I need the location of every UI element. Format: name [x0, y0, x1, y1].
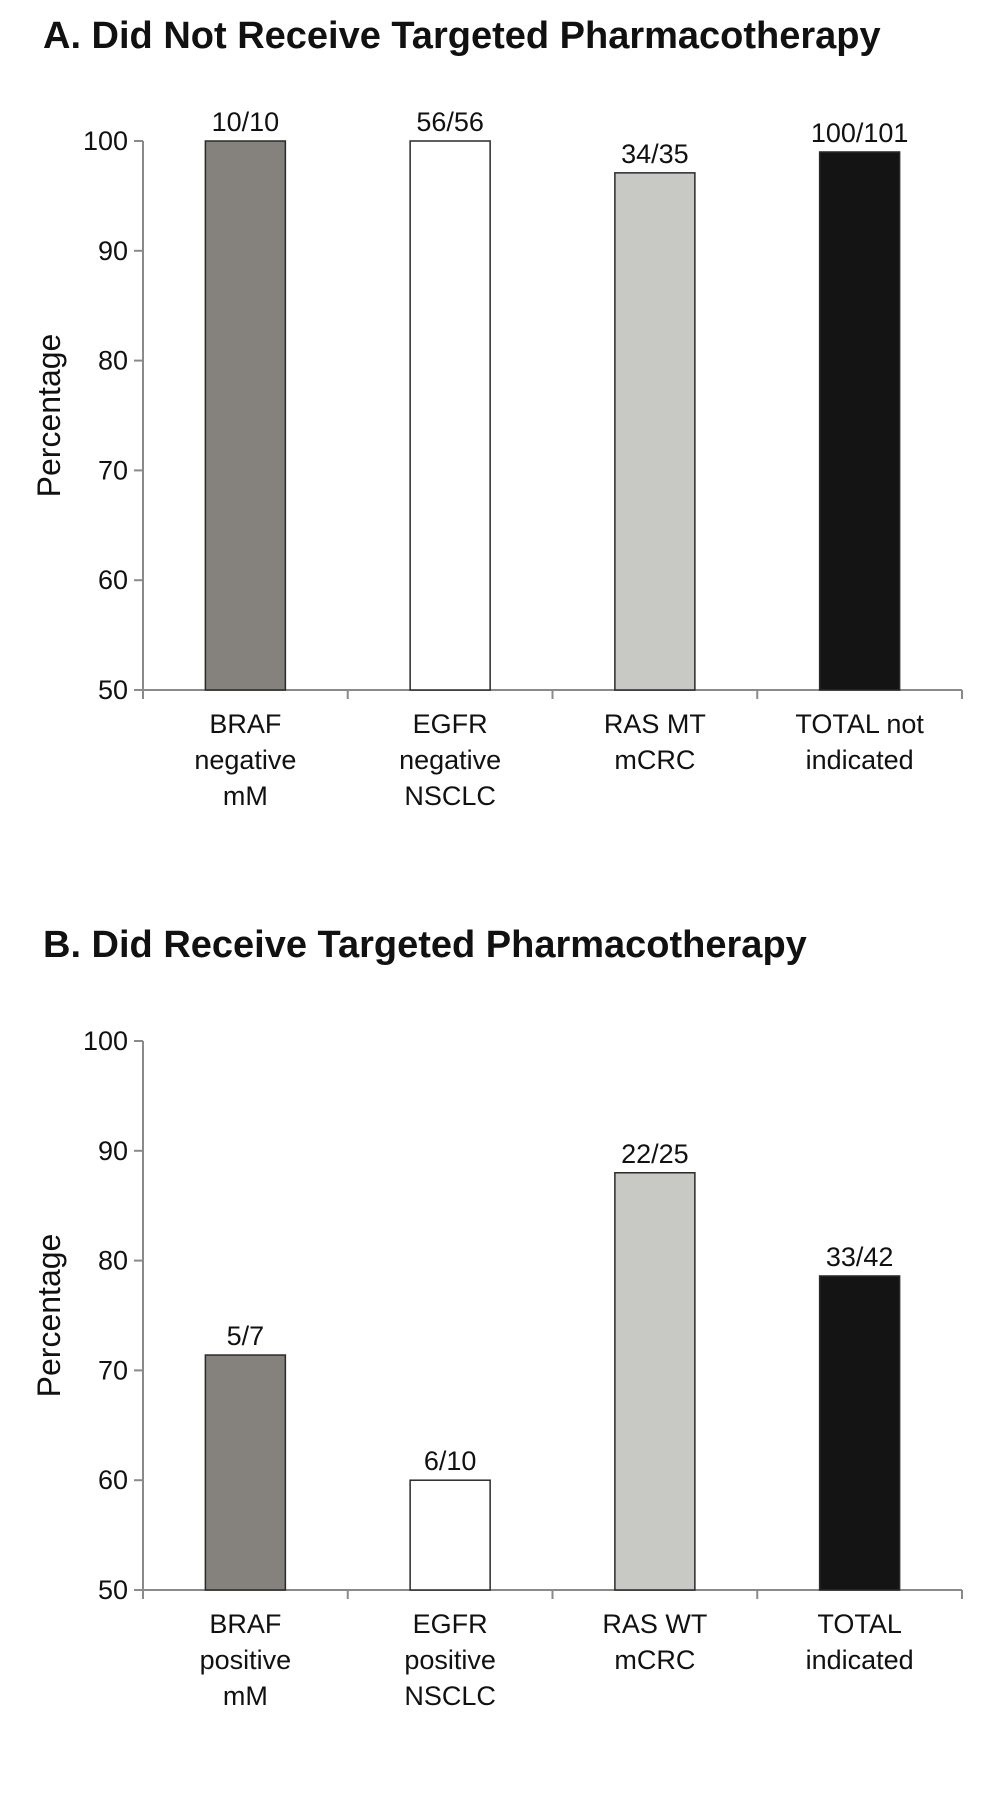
chart-a-bar	[818, 151, 901, 691]
chart-a-category-label: negative	[194, 745, 296, 775]
chart-a-y-axis-label: Percentage	[31, 334, 67, 498]
chart-a-data-label: 10/10	[212, 107, 280, 137]
chart-panel-a: A. Did Not Receive Targeted Pharmacother…	[0, 0, 1000, 890]
chart-b-y-tick-label: 80	[98, 1246, 128, 1276]
chart-a-data-label: 34/35	[621, 139, 689, 169]
chart-b-y-tick-label: 70	[98, 1355, 128, 1385]
chart-a-y-tick-label: 90	[98, 236, 128, 266]
chart-b-bar	[614, 1172, 696, 1591]
chart-a-category-label: RAS MT	[604, 709, 706, 739]
chart-a-y-tick-label: 100	[83, 126, 128, 156]
chart-a-y-tick-label: 60	[98, 565, 128, 595]
chart-b-category-label: BRAF	[209, 1609, 281, 1639]
chart-b-category-label: mM	[223, 1681, 268, 1711]
chart-a-bar	[204, 140, 287, 691]
chart-a-category-label: TOTAL not	[795, 709, 924, 739]
chart-b-data-label: 22/25	[621, 1139, 689, 1169]
chart-a-y-tick-label: 70	[98, 455, 128, 485]
chart-a-bar	[614, 172, 696, 691]
chart-b-y-tick-label: 90	[98, 1136, 128, 1166]
chart-b-title: B. Did Receive Targeted Pharmacotherapy	[43, 924, 807, 966]
chart-a-category-label: mCRC	[614, 745, 695, 775]
chart-b-bar	[818, 1275, 901, 1591]
chart-a-category-label: BRAF	[209, 709, 281, 739]
chart-b-category-label: positive	[200, 1645, 292, 1675]
chart-b-category-label: mCRC	[614, 1645, 695, 1675]
chart-b-y-tick-label: 100	[83, 1026, 128, 1056]
chart-a-data-label: 100/101	[811, 118, 909, 148]
chart-a-category-label: negative	[399, 745, 501, 775]
chart-a-category-label: mM	[223, 781, 268, 811]
chart-b-y-tick-label: 50	[98, 1575, 128, 1605]
chart-b-y-tick-label: 60	[98, 1465, 128, 1495]
chart-b-category-label: EGFR	[413, 1609, 488, 1639]
chart-a-bar	[409, 140, 491, 691]
chart-a-category-label: NSCLC	[404, 781, 496, 811]
chart-a-y-tick-label: 80	[98, 346, 128, 376]
chart-a-category-label: indicated	[806, 745, 914, 775]
chart-a-category-label: EGFR	[413, 709, 488, 739]
chart-b-svg: B. Did Receive Targeted Pharmacotherapy P…	[31, 924, 963, 1711]
chart-b-category-label: positive	[404, 1645, 496, 1675]
chart-a-title: A. Did Not Receive Targeted Pharmacother…	[43, 15, 881, 57]
chart-b-y-axis-label: Percentage	[31, 1234, 67, 1398]
chart-b-bar	[204, 1354, 287, 1591]
chart-b-data-label: 5/7	[227, 1321, 265, 1351]
chart-b-data-label: 6/10	[424, 1446, 477, 1476]
chart-a-y-tick-label: 50	[98, 675, 128, 705]
chart-panel-b: B. Did Receive Targeted Pharmacotherapy P…	[0, 900, 1000, 1790]
chart-b-category-label: TOTAL	[817, 1609, 902, 1639]
chart-a-data-label: 56/56	[416, 107, 484, 137]
chart-b-category-label: NSCLC	[404, 1681, 496, 1711]
chart-b-category-label: RAS WT	[602, 1609, 707, 1639]
chart-b-bar	[409, 1479, 491, 1591]
chart-b-category-label: indicated	[806, 1645, 914, 1675]
chart-a-svg: A. Did Not Receive Targeted Pharmacother…	[31, 15, 963, 811]
chart-b-data-label: 33/42	[826, 1242, 894, 1272]
